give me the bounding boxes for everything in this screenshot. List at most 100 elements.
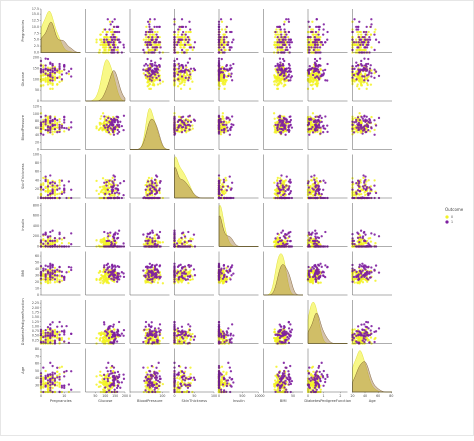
point-outcome-0	[360, 83, 362, 85]
point-outcome-1	[288, 31, 290, 33]
point-outcome-1	[280, 33, 282, 35]
point-outcome-1	[367, 63, 369, 65]
point-outcome-1	[156, 191, 158, 193]
point-outcome-1	[108, 193, 110, 195]
point-outcome-1	[279, 65, 281, 67]
point-outcome-1	[56, 77, 58, 79]
point-outcome-1	[149, 75, 151, 77]
point-outcome-0	[316, 85, 318, 87]
point-outcome-0	[312, 185, 314, 187]
point-outcome-1	[51, 125, 53, 127]
point-outcome-1	[278, 39, 280, 41]
point-outcome-1	[42, 121, 44, 123]
point-outcome-0	[224, 28, 226, 30]
point-outcome-1	[279, 62, 281, 64]
point-outcome-1	[51, 70, 53, 72]
point-outcome-1	[230, 18, 232, 20]
point-outcome-0	[115, 190, 117, 192]
point-outcome-1	[47, 129, 49, 131]
point-outcome-0	[58, 81, 60, 83]
point-outcome-1	[321, 121, 323, 123]
point-outcome-1	[285, 33, 287, 35]
point-outcome-1	[283, 117, 285, 119]
point-outcome-1	[220, 188, 222, 190]
point-outcome-1	[54, 72, 56, 74]
point-outcome-1	[309, 36, 311, 38]
point-outcome-1	[142, 69, 144, 71]
point-outcome-1	[370, 18, 372, 20]
point-outcome-1	[45, 68, 47, 70]
point-outcome-1	[318, 189, 320, 191]
point-outcome-0	[276, 77, 278, 79]
point-outcome-1	[49, 69, 51, 71]
point-outcome-1	[113, 49, 115, 51]
point-outcome-1	[147, 46, 149, 48]
point-outcome-1	[361, 133, 363, 135]
point-outcome-1	[223, 41, 225, 43]
point-outcome-1	[155, 46, 157, 48]
point-outcome-1	[117, 196, 119, 198]
point-outcome-0	[358, 112, 360, 114]
point-outcome-1	[283, 28, 285, 30]
point-outcome-1	[151, 79, 153, 81]
point-outcome-1	[155, 185, 157, 187]
point-outcome-0	[47, 182, 49, 184]
point-outcome-1	[362, 44, 364, 46]
point-outcome-1	[112, 174, 114, 176]
point-outcome-1	[49, 231, 51, 233]
point-outcome-1	[364, 184, 366, 186]
point-outcome-1	[107, 126, 109, 128]
point-outcome-1	[145, 31, 147, 33]
point-outcome-1	[47, 126, 49, 128]
point-outcome-1	[143, 64, 145, 66]
point-outcome-1	[114, 121, 116, 123]
point-outcome-0	[103, 185, 105, 187]
point-outcome-0	[51, 128, 53, 130]
point-outcome-0	[312, 77, 314, 79]
point-outcome-1	[122, 194, 124, 196]
point-outcome-0	[58, 71, 60, 73]
point-outcome-1	[54, 118, 56, 120]
point-outcome-1	[108, 41, 110, 43]
point-outcome-1	[42, 243, 44, 245]
point-outcome-0	[162, 80, 164, 82]
point-outcome-1	[153, 41, 155, 43]
panel-SkinThickness-vs-Glucose	[86, 155, 126, 200]
point-outcome-1	[47, 69, 49, 71]
panel-Glucose-vs-DiabetesPedigreeFunction	[307, 58, 348, 102]
point-outcome-1	[70, 121, 72, 123]
point-outcome-1	[68, 128, 70, 130]
point-outcome-1	[65, 127, 67, 129]
point-outcome-0	[360, 46, 362, 48]
point-outcome-1	[324, 182, 326, 184]
point-outcome-1	[193, 46, 195, 48]
point-outcome-1	[189, 115, 191, 117]
point-outcome-0	[104, 44, 106, 46]
point-outcome-1	[319, 133, 321, 135]
point-outcome-0	[358, 49, 360, 51]
point-outcome-1	[316, 18, 318, 20]
point-outcome-0	[51, 88, 53, 90]
point-outcome-1	[316, 64, 318, 66]
point-outcome-1	[103, 182, 105, 184]
point-outcome-1	[353, 131, 355, 133]
point-outcome-1	[117, 116, 119, 118]
point-outcome-0	[355, 70, 357, 72]
point-outcome-1	[112, 33, 114, 35]
point-outcome-1	[316, 75, 318, 77]
point-outcome-1	[277, 129, 279, 131]
point-outcome-1	[362, 174, 364, 176]
point-outcome-1	[226, 189, 228, 191]
point-outcome-1	[280, 36, 282, 38]
point-outcome-0	[191, 81, 193, 83]
point-outcome-0	[180, 88, 182, 90]
point-outcome-0	[54, 79, 56, 81]
point-outcome-1	[158, 26, 160, 28]
point-outcome-1	[366, 119, 368, 121]
point-outcome-1	[110, 23, 112, 25]
point-outcome-1	[107, 189, 109, 191]
point-outcome-1	[185, 64, 187, 66]
point-outcome-1	[362, 120, 364, 122]
point-outcome-1	[106, 181, 108, 183]
point-outcome-0	[222, 112, 224, 114]
